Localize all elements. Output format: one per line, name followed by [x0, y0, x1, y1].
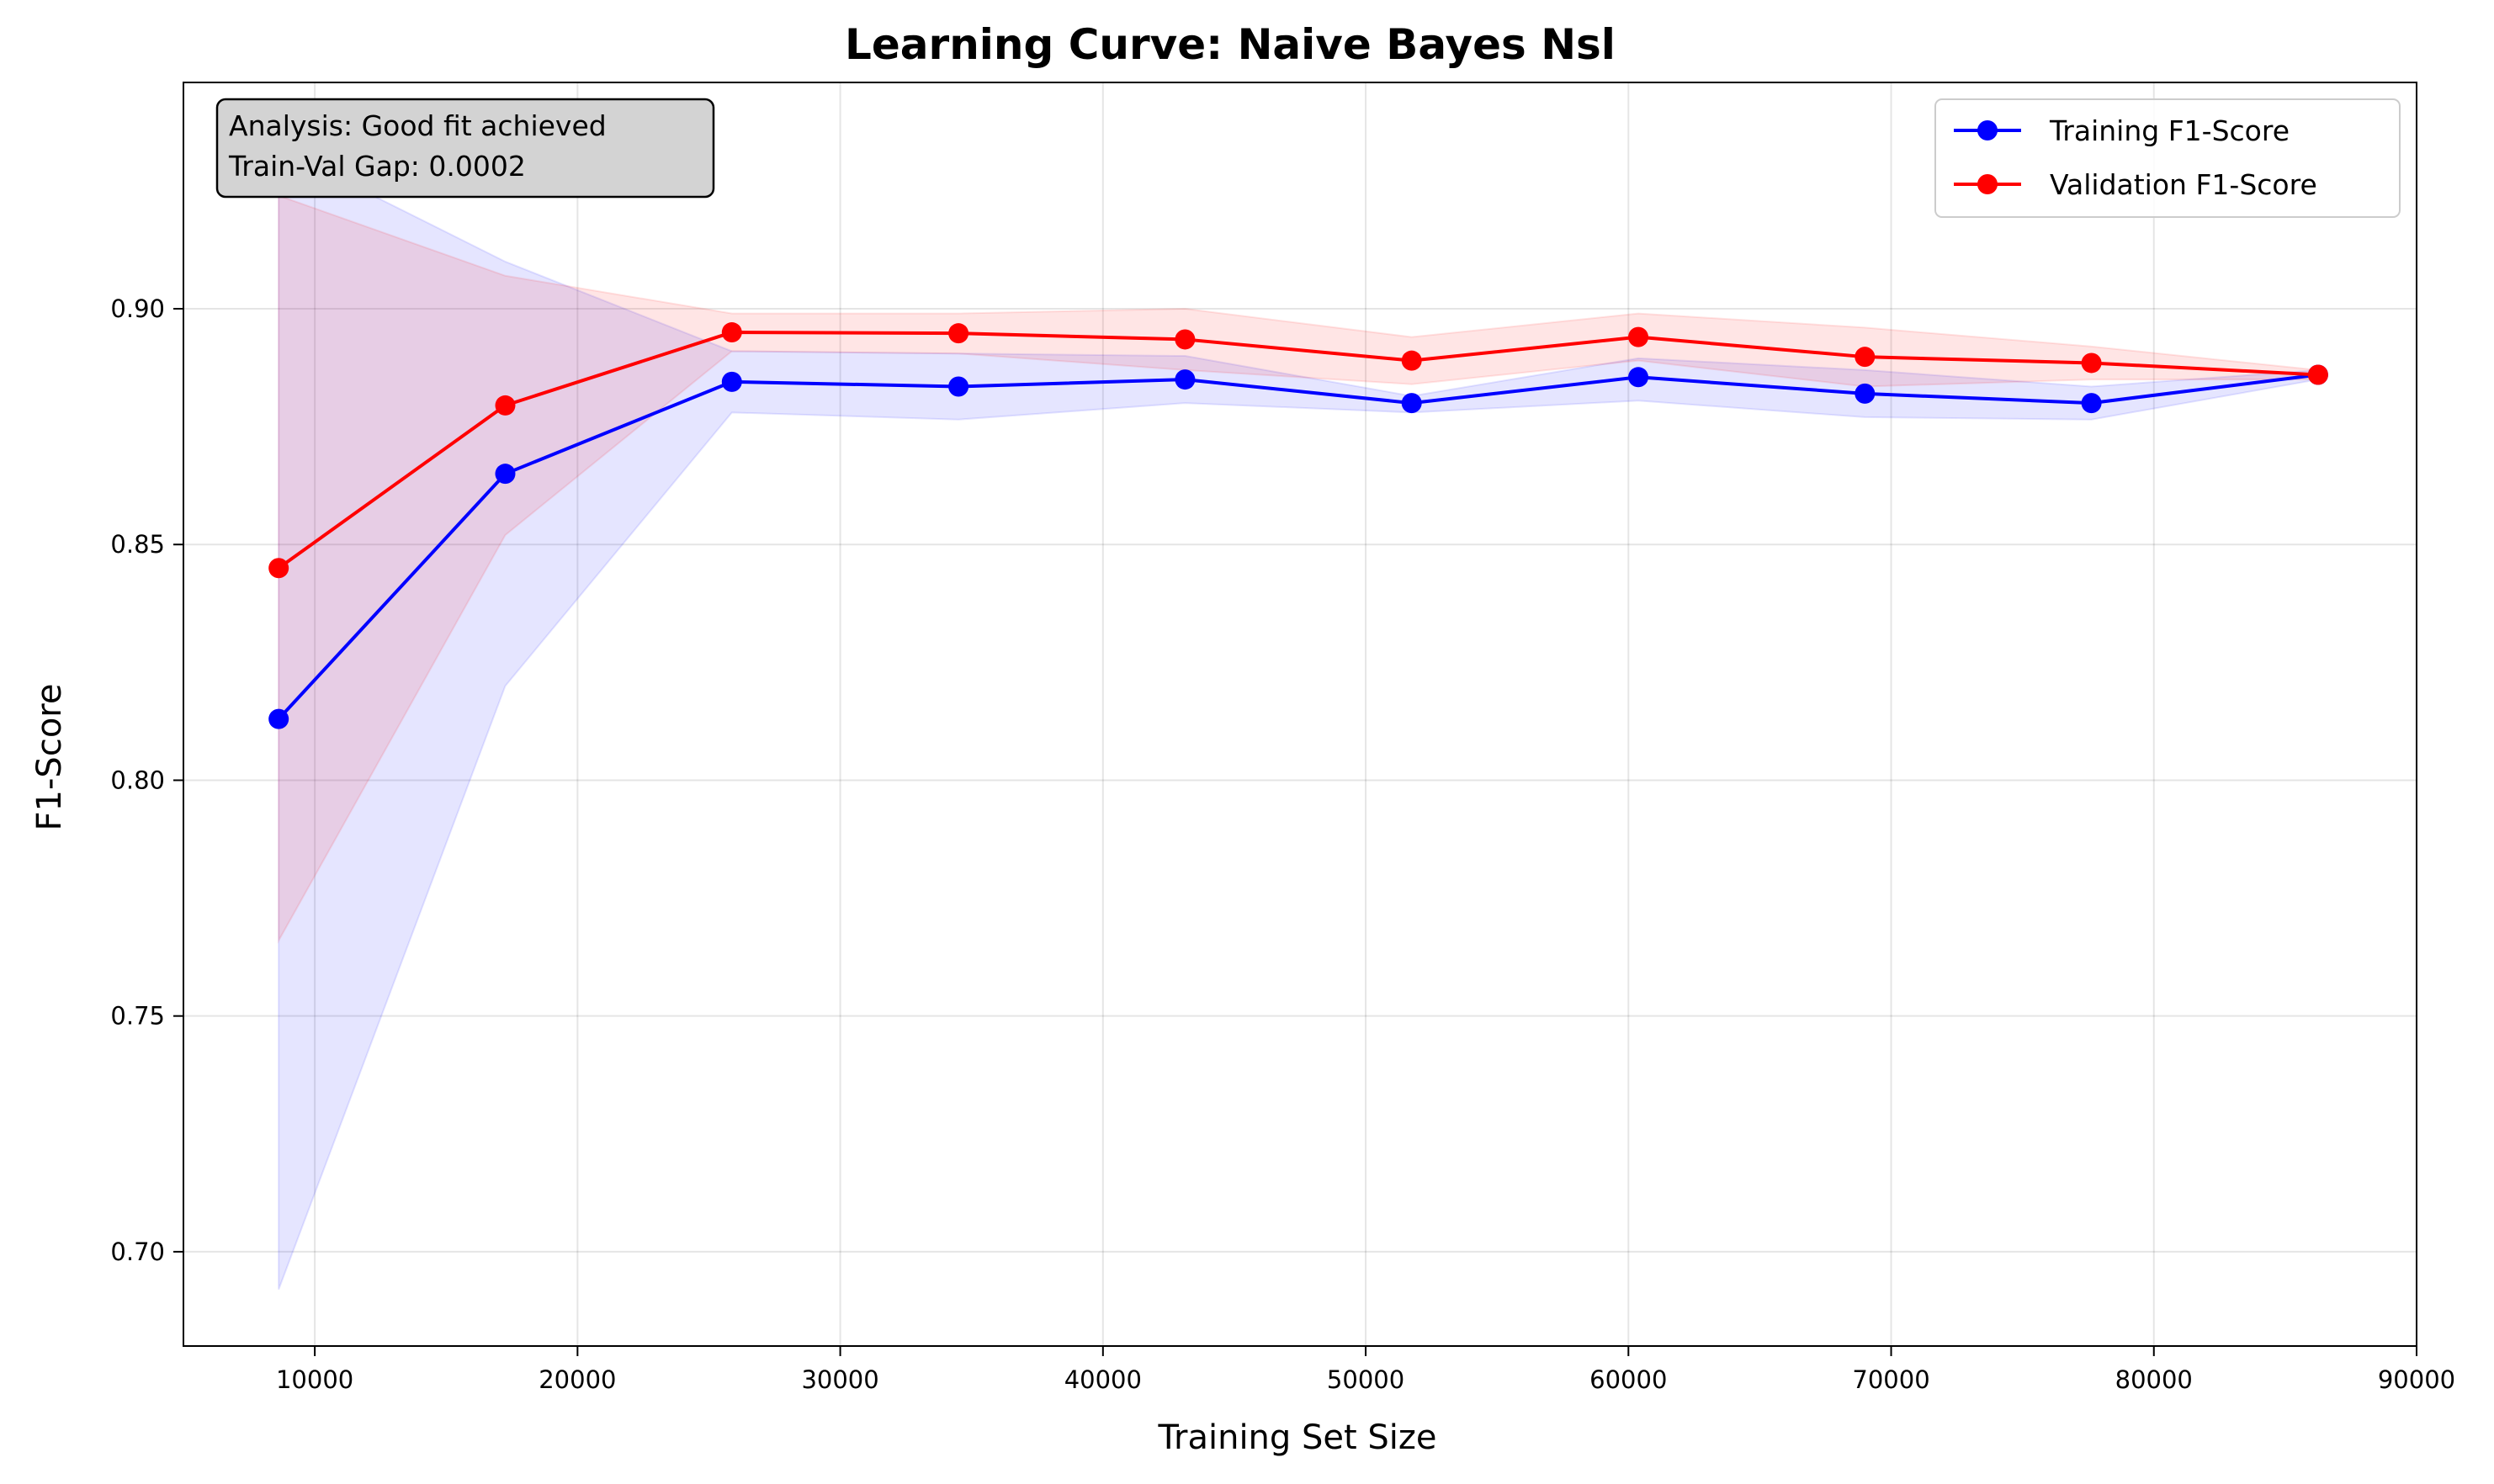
x-tick-label: 20000: [539, 1365, 616, 1394]
legend: Training F1-Score Validation F1-Score: [1934, 98, 2401, 218]
validation-data-point: [495, 395, 516, 416]
validation-data-point: [268, 558, 289, 579]
legend-label-validation: Validation F1-Score: [2050, 168, 2317, 201]
x-axis-ticks: 10000 20000 30000 40000 50000 60000 70000 80000…: [276, 1346, 2455, 1394]
x-tick-label: 40000: [1064, 1365, 1142, 1394]
legend-swatch-training-marker: [1977, 120, 1998, 140]
x-tick-label: 90000: [2378, 1365, 2455, 1394]
x-axis-label: Training Set Size: [1157, 1418, 1436, 1457]
y-tick-label: 0.70: [110, 1238, 165, 1266]
plot-area-frame: [183, 82, 2417, 1347]
series-markers: [268, 322, 2328, 729]
analysis-annotation: Analysis: Good fit achieved Train-Val Ga…: [215, 98, 715, 199]
validation-data-point: [1855, 347, 1876, 368]
validation-data-point: [1175, 329, 1196, 350]
y-tick-label: 0.90: [110, 294, 165, 323]
y-tick-label: 0.85: [110, 530, 165, 559]
training-series-line: [277, 373, 2319, 720]
validation-series-line: [278, 331, 2319, 570]
validation-data-point: [1401, 350, 1422, 371]
training-data-point: [1855, 383, 1876, 404]
series-lines: [277, 331, 2319, 720]
training-data-point: [2081, 393, 2102, 414]
training-data-point: [1401, 393, 1422, 414]
training-data-point: [495, 464, 516, 485]
x-tick-label: 70000: [1852, 1365, 1929, 1394]
y-tick-label: 0.80: [110, 766, 165, 794]
validation-data-point: [948, 323, 969, 344]
y-axis-ticks: 0.70 0.75 0.80 0.85 0.90: [110, 294, 183, 1266]
x-tick-label: 10000: [276, 1365, 353, 1394]
chart-title: Learning Curve: Naive Bayes Nsl: [845, 20, 1616, 69]
x-tick-label: 60000: [1589, 1365, 1667, 1394]
validation-data-point: [2307, 364, 2328, 385]
annotation-line-2: Train-Val Gap: 0.0002: [228, 150, 526, 183]
legend-swatch-validation-marker: [1977, 174, 1998, 194]
training-data-point: [1628, 367, 1649, 388]
y-tick-label: 0.75: [110, 1002, 165, 1031]
y-axis-label: F1-Score: [30, 684, 69, 831]
training-data-point: [1175, 369, 1196, 390]
validation-data-point: [2081, 352, 2102, 374]
validation-data-point: [1628, 326, 1649, 347]
training-data-point: [948, 376, 969, 397]
annotation-box: [215, 98, 715, 199]
legend-label-training: Training F1-Score: [2049, 114, 2290, 147]
legend-box: [1934, 98, 2401, 218]
annotation-line-1: Analysis: Good fit achieved: [229, 109, 607, 142]
validation-data-point: [721, 322, 742, 343]
x-tick-label: 50000: [1327, 1365, 1404, 1394]
x-tick-label: 80000: [2115, 1365, 2193, 1394]
training-data-point: [268, 708, 289, 729]
x-tick-label: 30000: [801, 1365, 878, 1394]
training-data-point: [721, 371, 742, 392]
